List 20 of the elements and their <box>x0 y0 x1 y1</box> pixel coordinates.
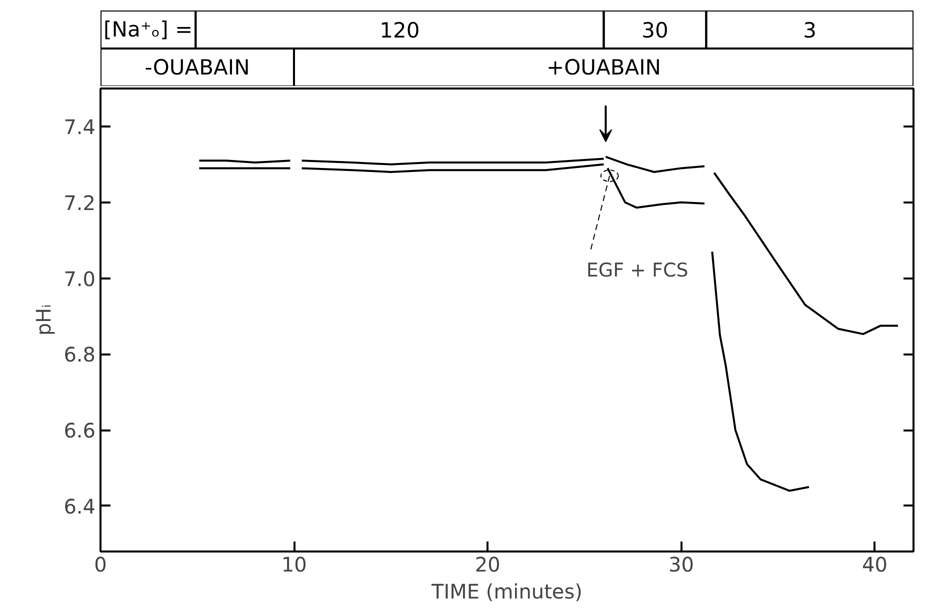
text: 30 <box>642 18 668 42</box>
text: [Na⁺ₒ] = <box>104 18 193 42</box>
y-tick-label: 6.6 <box>64 418 96 443</box>
x-tick-label: 30 <box>668 552 694 576</box>
y-tick-label: 7.2 <box>64 190 96 215</box>
x-axis-title: TIME (minutes) <box>430 580 582 604</box>
x-tick-label: 20 <box>474 552 500 576</box>
y-tick-label: 6.8 <box>64 342 96 367</box>
x-tick-label: 10 <box>281 552 307 576</box>
y-tick-label: 7.4 <box>64 114 96 139</box>
y-tick-label: 6.4 <box>64 494 96 518</box>
x-tick-label: 0 <box>94 552 107 576</box>
text: +OUABAIN <box>546 56 662 80</box>
text: 120 <box>380 18 420 42</box>
text: -OUABAIN <box>144 56 250 80</box>
annotation: EGF + FCS <box>586 259 688 282</box>
y-tick-label: 7.0 <box>64 266 96 291</box>
text: 3 <box>803 18 817 42</box>
x-tick-label: 40 <box>862 552 888 576</box>
y-axis-title: pHᵢ <box>32 304 56 336</box>
